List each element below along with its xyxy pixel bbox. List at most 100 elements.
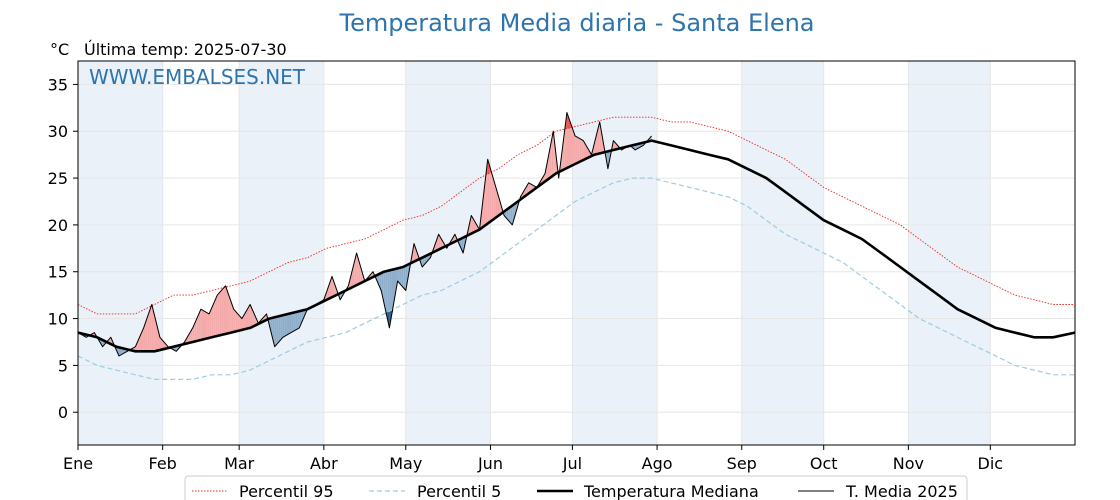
month-band-jul [572,61,658,445]
fill-above-median [471,215,474,234]
fill-above-median [599,121,602,154]
fill-above-median [229,297,232,333]
fill-above-median [231,303,234,333]
fill-above-median [571,124,574,167]
fill-above-median [356,253,359,286]
fill-below-median [506,208,509,221]
fill-above-median [223,285,226,335]
legend-frame [184,475,968,500]
chart-title: Temperatura Media diaria - Santa Elena [338,9,814,37]
series-line-p5 [77,177,1075,380]
fill-above-median [141,327,144,352]
fill-above-median [233,309,236,332]
fill-above-median [217,292,220,336]
watermark: WWW.EMBALSES.NET [89,65,306,89]
fill-above-median [577,137,580,164]
fill-below-median [274,316,277,347]
fill-above-median [219,290,222,336]
fill-above-median [200,309,203,340]
anomaly-fills [78,112,652,357]
fill-above-median [137,337,140,352]
x-tick-label-feb: Feb [149,454,177,473]
fill-above-median [207,312,210,339]
fill-below-median [295,311,298,331]
x-tick-label-nov: Nov [893,454,924,473]
x-tick-label-sep: Sep [727,454,757,473]
fill-above-median [215,295,218,337]
fill-above-median [213,299,216,337]
fill-below-median [286,313,290,335]
fill-below-median [278,315,281,342]
fill-above-median [243,311,246,330]
y-tick-label-15: 15 [48,263,68,282]
fill-above-median [239,316,242,331]
fill-below-median [297,311,300,330]
fill-below-median [381,272,384,300]
fill-above-median [483,176,486,227]
fill-above-median [334,282,337,297]
fill-above-median [487,159,490,224]
fill-below-median [399,267,402,286]
fill-below-median [405,264,408,291]
fill-below-median [510,205,513,225]
fill-below-median [508,207,511,223]
x-tick-label-jul: Jul [562,454,582,473]
fill-above-median [475,222,478,232]
fill-above-p95 [566,112,569,129]
fill-below-median [385,270,388,319]
fill-below-median [282,314,285,338]
y-axis: 0 5 10 15 20 25 30 35 [48,75,78,422]
fill-below-median [301,310,304,324]
fill-above-median [595,130,598,155]
fill-above-median [354,253,357,287]
y-tick-label-35: 35 [48,75,68,94]
fill-above-median [153,312,156,352]
x-tick-label-jun: Jun [477,454,503,473]
fill-above-median [350,269,353,289]
fill-above-median [245,308,249,329]
series-line-median [77,139,1076,353]
fill-below-median [377,274,380,286]
series-lines [77,112,1076,380]
fill-below-median [121,347,124,355]
series-line-p95 [77,116,1075,315]
fill-above-median [198,309,201,341]
month-band-sep [741,61,824,445]
y-tick-label-5: 5 [58,356,68,375]
fill-above-median [547,152,550,180]
fill-above-median [205,311,208,339]
fill-below-median [397,267,400,284]
fill-above-median [151,304,154,352]
series-line-current [77,112,652,357]
fill-below-median [512,203,515,225]
month-bands [78,61,991,445]
legend-label-p95: Percentil 95 [239,482,334,500]
fill-above-median [438,234,441,250]
month-band-ene [78,61,163,445]
legend-label-median: Temperatura Mediana [583,482,759,500]
x-tick-label-dic: Dic [978,454,1004,473]
fill-below-median [607,150,610,169]
fill-above-median [190,327,193,343]
fill-below-median [514,202,517,218]
month-band-nov [908,61,991,445]
fill-above-median [225,285,228,334]
fill-below-median [459,238,462,249]
legend-label-p5: Percentil 5 [417,482,501,500]
fill-below-median [401,266,404,289]
fill-above-median [587,147,590,159]
fill-above-p95 [487,159,490,175]
fill-below-median [291,312,294,333]
fill-above-median [469,215,472,235]
fill-above-median [159,337,162,351]
fill-above-median [237,313,240,331]
fill-above-median [568,118,572,168]
fill-above-median [489,166,492,223]
x-tick-label-abr: Abr [310,454,338,473]
legend-label-current: T. Media 2025 [845,482,958,500]
fill-above-median [551,131,554,177]
fill-below-median [383,271,386,310]
y-tick-label-0: 0 [58,403,68,422]
fill-above-median [209,309,212,338]
last-temp-label: Última temp: 2025-07-30 [84,40,287,59]
